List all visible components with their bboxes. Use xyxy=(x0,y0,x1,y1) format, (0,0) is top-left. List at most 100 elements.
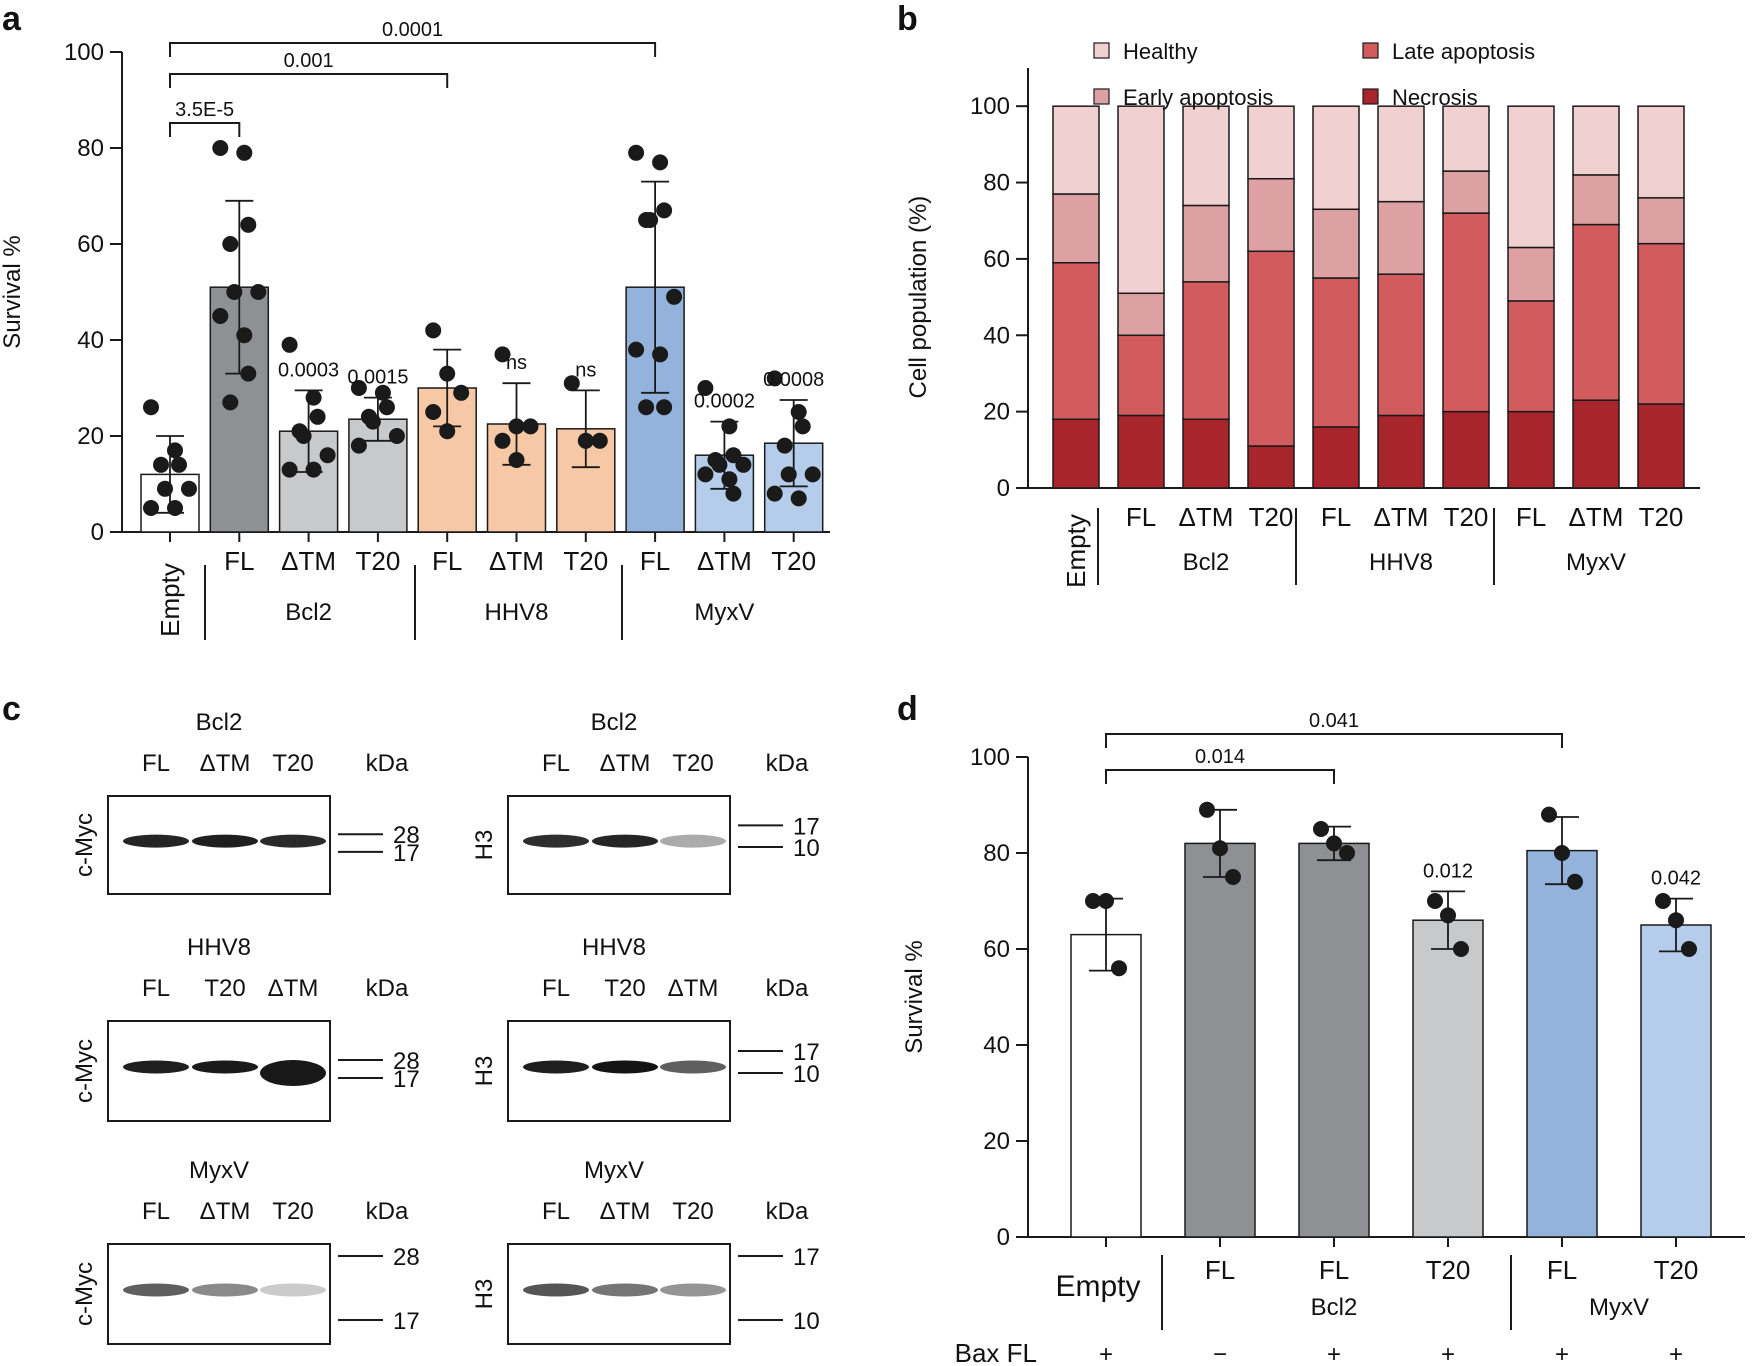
x-category-label: T20 xyxy=(1426,1255,1471,1285)
data-point xyxy=(1440,907,1456,924)
stacked-segment xyxy=(1052,418,1100,489)
stacked-segment xyxy=(1247,177,1295,253)
x-category-label: T20 xyxy=(771,546,816,576)
data-point xyxy=(374,384,391,401)
legend-swatch xyxy=(1093,88,1110,105)
y-tick-label: 20 xyxy=(983,399,1010,426)
data-point xyxy=(642,212,659,228)
data-point xyxy=(725,485,742,502)
data-point xyxy=(281,461,298,478)
stacked-segment xyxy=(1247,445,1295,489)
x-category-label: ΔTM xyxy=(1569,502,1624,532)
y-tick-label: 60 xyxy=(77,231,104,258)
protein-band xyxy=(660,834,726,848)
stacked-segment xyxy=(1507,410,1555,489)
x-category-label: FL xyxy=(1547,1255,1577,1285)
lane-label: FL xyxy=(142,975,170,1002)
marker-size-label: 17 xyxy=(393,840,420,867)
blot-title: HHV8 xyxy=(187,934,251,961)
bar xyxy=(1184,842,1256,1238)
data-point xyxy=(790,490,807,507)
stacked-segment xyxy=(1572,223,1620,401)
group-label: MyxV xyxy=(694,599,754,626)
kda-label: kDa xyxy=(766,750,809,777)
panel-d-bax-survival-chart: 0 20 40 60 80 100 Survival % 0.012 0.042 0.014 0.0… xyxy=(901,710,1745,1366)
data-point xyxy=(508,452,525,468)
data-point xyxy=(721,418,738,435)
row-label: H3 xyxy=(471,1279,498,1310)
data-point xyxy=(522,418,539,435)
data-point xyxy=(1541,806,1557,823)
lane-label: FL xyxy=(542,975,570,1002)
protein-band xyxy=(592,1283,658,1297)
panel-b-stacked-chart: 0 20 40 60 80 100 Cell population (%) Empty FL ΔT… xyxy=(905,39,1700,588)
x-category-label: T20 xyxy=(1639,502,1684,532)
bracket-p-value: 0.014 xyxy=(1195,746,1245,768)
stacked-segment xyxy=(1572,399,1620,489)
comparison-bracket xyxy=(169,42,657,57)
significance-label: 0.0015 xyxy=(347,367,408,389)
significance-label: 0.012 xyxy=(1423,860,1473,882)
bar xyxy=(209,286,270,533)
kda-label: kDa xyxy=(366,1198,409,1225)
significance-label: 0.0002 xyxy=(694,391,755,413)
lane-label: FL xyxy=(142,1198,170,1225)
legend-swatch xyxy=(1362,42,1379,59)
y-tick-label: 20 xyxy=(77,423,104,450)
data-point xyxy=(776,437,793,454)
stacked-segment xyxy=(1117,414,1165,489)
data-point xyxy=(1212,840,1228,857)
x-category-label: FL xyxy=(1205,1255,1235,1285)
kda-label: kDa xyxy=(766,1198,809,1225)
group-label: HHV8 xyxy=(484,599,548,626)
x-category-label: FL xyxy=(1126,502,1156,532)
data-point xyxy=(1668,912,1684,929)
significance-label: 0.0003 xyxy=(278,359,339,381)
stacked-segment xyxy=(1312,277,1360,428)
x-category-label: T20 xyxy=(1249,502,1294,532)
data-point xyxy=(212,308,229,324)
lane-label: FL xyxy=(542,1198,570,1225)
protein-band xyxy=(260,834,326,848)
data-point xyxy=(167,500,183,516)
protein-band xyxy=(192,834,258,848)
data-point xyxy=(1554,845,1570,861)
stacked-segment xyxy=(1052,261,1100,421)
x-category-label: FL xyxy=(1321,502,1351,532)
data-point xyxy=(638,399,655,416)
data-point xyxy=(1225,869,1241,885)
data-point xyxy=(236,144,253,161)
panel-letter-d: d xyxy=(897,690,918,728)
panel-a-survival-chart: 0 20 40 60 80 100 Survival % 0.0003 0.0015 ns ns 0.… xyxy=(0,19,830,640)
lane-label: T20 xyxy=(272,750,313,777)
bax-sign: + xyxy=(1327,1341,1341,1366)
y-axis-label: Survival % xyxy=(0,235,26,348)
stacked-segment xyxy=(1442,170,1490,214)
lane-label: ΔTM xyxy=(268,975,319,1002)
x-category-label: T20 xyxy=(563,546,608,576)
bax-sign: + xyxy=(1669,1341,1683,1366)
data-point xyxy=(735,456,752,473)
data-point xyxy=(666,288,683,305)
data-point xyxy=(794,418,811,435)
data-point xyxy=(143,500,159,516)
blot-title: Bcl2 xyxy=(196,709,243,736)
lane-label: T20 xyxy=(672,750,713,777)
data-point xyxy=(1655,893,1671,909)
data-point xyxy=(1098,893,1114,909)
x-category-label: T20 xyxy=(1444,502,1489,532)
y-axis-label: Cell population (%) xyxy=(905,196,932,399)
data-point xyxy=(439,365,456,382)
data-point xyxy=(425,404,442,420)
y-tick-label: 0 xyxy=(997,475,1010,502)
group-label: MyxV xyxy=(1566,549,1626,576)
stacked-segment xyxy=(1507,246,1555,302)
group-label: HHV8 xyxy=(1369,549,1433,576)
data-point xyxy=(1567,873,1583,890)
stacked-segment xyxy=(1507,300,1555,413)
stacked-segment xyxy=(1637,105,1685,199)
x-category-label: ΔTM xyxy=(489,546,544,576)
marker-size-label: 28 xyxy=(393,1244,420,1271)
y-tick-label: 100 xyxy=(64,39,104,66)
legend-swatch xyxy=(1093,42,1110,59)
